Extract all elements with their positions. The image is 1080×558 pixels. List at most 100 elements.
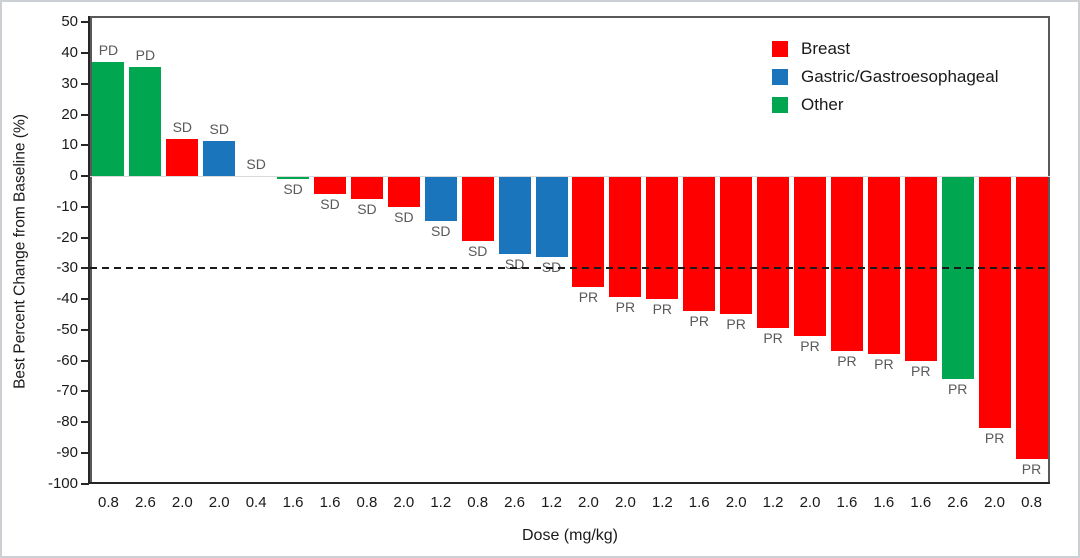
- y-tick-mark: [81, 205, 89, 208]
- y-tick-mark: [81, 82, 89, 85]
- bar-breast: [683, 177, 716, 312]
- y-tick-label: 30: [61, 74, 78, 92]
- zero-baseline-gridline: [90, 176, 1050, 177]
- x-tick-label-dose: 0.8: [356, 494, 378, 511]
- x-tick-label-dose: 2.6: [504, 494, 526, 511]
- x-axis-title: Dose (mg/kg): [521, 527, 619, 544]
- response-label: PR: [984, 430, 1005, 447]
- x-tick-label-dose: 2.0: [171, 494, 193, 511]
- bar-breast: [867, 177, 900, 355]
- x-tick-label-dose: 2.0: [799, 494, 821, 511]
- y-tick-label: -90: [56, 443, 78, 461]
- bar-gastric-gastroesophageal: [424, 177, 457, 221]
- response-label: SD: [467, 242, 488, 259]
- legend-label: Other: [801, 95, 844, 114]
- response-label: SD: [320, 196, 340, 213]
- response-label: PR: [800, 337, 820, 354]
- response-label: SD: [209, 120, 229, 137]
- response-label: PR: [652, 301, 673, 317]
- y-tick-label: -80: [56, 413, 78, 430]
- y-tick-label: -40: [56, 290, 78, 307]
- y-tick-mark: [81, 298, 89, 300]
- x-tick-label-dose: 2.6: [134, 494, 156, 511]
- legend-label: Breast: [801, 39, 851, 58]
- x-tick-label-dose: 1.6: [836, 494, 858, 511]
- legend-row: Gastric/Gastroesophageal: [772, 63, 999, 91]
- response-label: PR: [726, 316, 746, 333]
- bar-breast: [572, 177, 605, 287]
- y-tick-label: 50: [61, 13, 78, 31]
- x-tick-label-dose: 2.6: [947, 494, 969, 511]
- y-axis-line: [88, 16, 90, 484]
- x-tick-label-dose: 1.2: [762, 494, 784, 511]
- response-label: SD: [172, 119, 193, 136]
- bar-breast: [609, 177, 642, 298]
- legend-label: Gastric/Gastroesophageal: [801, 67, 999, 86]
- y-tick-mark: [81, 21, 89, 24]
- bar-breast: [757, 177, 790, 329]
- y-tick-mark: [81, 328, 89, 331]
- bar-breast: [830, 177, 863, 352]
- x-tick-label-dose: 2.0: [208, 494, 230, 511]
- x-tick-label-dose: 1.2: [430, 494, 452, 511]
- legend: Breast Gastric/Gastroesophageal Other: [772, 35, 999, 119]
- bar-breast: [646, 177, 679, 299]
- bar-other: [129, 66, 162, 176]
- minus-30-percent-reference-dashed-line: [90, 267, 1050, 270]
- y-tick-label: -60: [56, 351, 78, 369]
- x-tick-label-dose: 0.8: [1021, 494, 1042, 511]
- bar-breast: [978, 177, 1011, 429]
- response-label: PR: [837, 353, 857, 370]
- x-tick-label-dose: 2.0: [725, 494, 747, 511]
- response-label: SD: [394, 208, 414, 225]
- bar-other: [941, 177, 974, 379]
- y-tick-mark: [81, 421, 89, 423]
- x-tick-label-dose: 1.6: [688, 494, 710, 511]
- bar-gastric-gastroesophageal: [498, 177, 531, 255]
- bar-breast: [720, 177, 753, 315]
- response-label: PR: [947, 380, 968, 397]
- y-tick-mark: [81, 267, 89, 270]
- legend-row: Breast: [772, 35, 999, 63]
- bar-other: [277, 177, 310, 180]
- y-tick-mark: [81, 175, 89, 177]
- x-tick-label-dose: 2.0: [578, 494, 599, 511]
- response-label: PR: [911, 362, 931, 379]
- response-label: PR: [578, 288, 599, 305]
- x-tick-label-dose: 2.0: [393, 494, 415, 511]
- response-label: PR: [763, 330, 783, 347]
- response-label: SD: [246, 156, 266, 172]
- y-tick-mark: [81, 52, 89, 54]
- legend-swatch-icon: [772, 69, 788, 85]
- response-label: SD: [357, 201, 377, 218]
- y-axis-title: Best Percent Change from Baseline (%): [11, 114, 29, 389]
- y-tick-label: -50: [56, 320, 78, 338]
- x-tick-label-dose: 0.8: [467, 494, 489, 511]
- y-tick-mark: [81, 144, 89, 147]
- response-label: PR: [874, 356, 894, 373]
- x-tick-label-dose: 1.6: [282, 494, 304, 511]
- y-tick-label: -30: [56, 259, 78, 277]
- y-tick-label: -70: [56, 382, 78, 400]
- bar-other: [92, 62, 125, 176]
- y-tick-label: -20: [56, 228, 78, 246]
- bar-breast: [166, 139, 199, 176]
- y-tick-label: 40: [61, 44, 78, 61]
- x-tick-label-dose: 1.2: [541, 494, 562, 511]
- legend-swatch-icon: [772, 41, 788, 57]
- x-tick-label-dose: 1.2: [651, 494, 673, 511]
- response-label: SD: [431, 222, 451, 239]
- y-tick-label: -100: [47, 474, 78, 492]
- y-tick-label: 0: [69, 167, 78, 184]
- bar-breast: [387, 177, 420, 207]
- y-tick-mark: [81, 451, 89, 454]
- legend-row: Other: [772, 91, 999, 119]
- y-tick-mark: [81, 359, 89, 362]
- response-label: PR: [1021, 460, 1042, 477]
- bar-breast: [1015, 177, 1048, 459]
- response-label: PR: [615, 299, 636, 316]
- x-tick-label-dose: 2.0: [614, 494, 636, 511]
- y-tick-mark: [81, 482, 89, 485]
- y-tick-mark: [81, 390, 89, 393]
